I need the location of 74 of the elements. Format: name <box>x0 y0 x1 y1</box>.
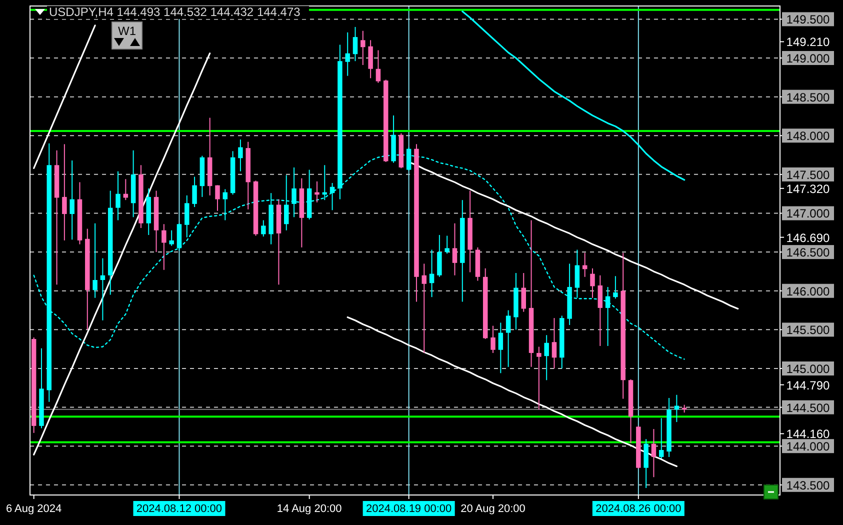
candlestick <box>222 188 228 221</box>
x-tick-label: 2024.08.12 00:00 <box>136 503 222 515</box>
candlestick <box>314 180 320 203</box>
candlestick <box>590 268 595 298</box>
y2-tick-label: 144.790 <box>786 378 830 392</box>
line-series <box>408 161 739 310</box>
candlestick <box>506 310 511 368</box>
candlestick <box>238 139 243 172</box>
y2-tick-label: 146.690 <box>786 230 830 245</box>
candlestick <box>452 222 458 276</box>
candlestick <box>162 224 166 270</box>
candlestick <box>284 174 289 231</box>
candlestick <box>292 166 296 218</box>
y-tick-label: 147.000 <box>786 206 830 221</box>
y2-tick-label: 149.210 <box>786 35 830 50</box>
candlestick <box>192 176 197 208</box>
line-series <box>33 24 96 170</box>
candlestick <box>215 184 220 212</box>
x-tick-label: 20 Aug 20:00 <box>460 503 526 515</box>
candlestick <box>651 428 656 478</box>
y-tick-label: 149.500 <box>786 12 830 27</box>
candlestick <box>429 249 434 298</box>
annotation: W1 <box>118 24 136 38</box>
candlestick <box>574 249 580 298</box>
y2-tick-label: 147.320 <box>786 182 830 196</box>
candlestick <box>490 325 496 354</box>
candlestick <box>261 220 266 238</box>
candlestick <box>70 160 74 240</box>
candlestick <box>376 50 381 84</box>
candlestick <box>116 170 120 221</box>
y-tick-label: 145.500 <box>786 323 830 338</box>
candlestick <box>674 394 680 423</box>
candlestick <box>169 230 174 246</box>
y2-tick-label: 144.160 <box>786 427 830 442</box>
candlestick <box>422 263 427 354</box>
y-tick-label: 144.000 <box>786 440 830 454</box>
candlestick <box>352 26 358 62</box>
candlestick <box>62 144 67 241</box>
x-tick-label: 6 Aug 2024 <box>6 503 62 515</box>
candlestick <box>360 30 366 66</box>
candlestick <box>345 32 350 76</box>
candlestick <box>605 286 610 346</box>
x-tick-label: 2024.08.19 00:00 <box>366 503 452 515</box>
candlestick <box>521 272 526 312</box>
candlestick <box>498 322 504 374</box>
line-series <box>346 316 678 468</box>
candlestick <box>613 276 618 300</box>
candlestick <box>598 274 603 346</box>
y-tick-label: 148.500 <box>786 90 830 104</box>
candlestick <box>582 252 588 278</box>
y-tick-label: 144.500 <box>786 400 830 415</box>
x-tick-label: 14 Aug 20:00 <box>276 503 342 515</box>
candlestick <box>544 334 549 381</box>
line-series <box>462 10 686 181</box>
candlestick <box>437 234 442 278</box>
y-tick-label: 148.000 <box>786 129 830 144</box>
candlestick <box>330 182 335 211</box>
chart-title: USDJPY,H4 144.493 144.532 144.432 144.473 <box>49 5 301 19</box>
y-tick-label: 146.500 <box>786 246 830 260</box>
y-tick-label: 146.000 <box>786 284 830 298</box>
candlestick <box>92 222 98 298</box>
line-series <box>33 52 211 456</box>
y-tick-label: 149.000 <box>786 52 830 66</box>
candlestick <box>100 258 106 321</box>
y-tick-label: 147.500 <box>786 168 830 182</box>
candlestick <box>552 318 557 369</box>
y-tick-label: 145.000 <box>786 362 830 376</box>
candlestick <box>659 418 664 460</box>
candlestick <box>536 346 542 410</box>
y-tick-label: 143.500 <box>786 478 830 492</box>
candlestick <box>368 40 373 79</box>
candlestick <box>184 194 190 238</box>
candlestick <box>444 235 450 254</box>
x-tick-label: 2024.08.26 00:00 <box>596 503 682 515</box>
